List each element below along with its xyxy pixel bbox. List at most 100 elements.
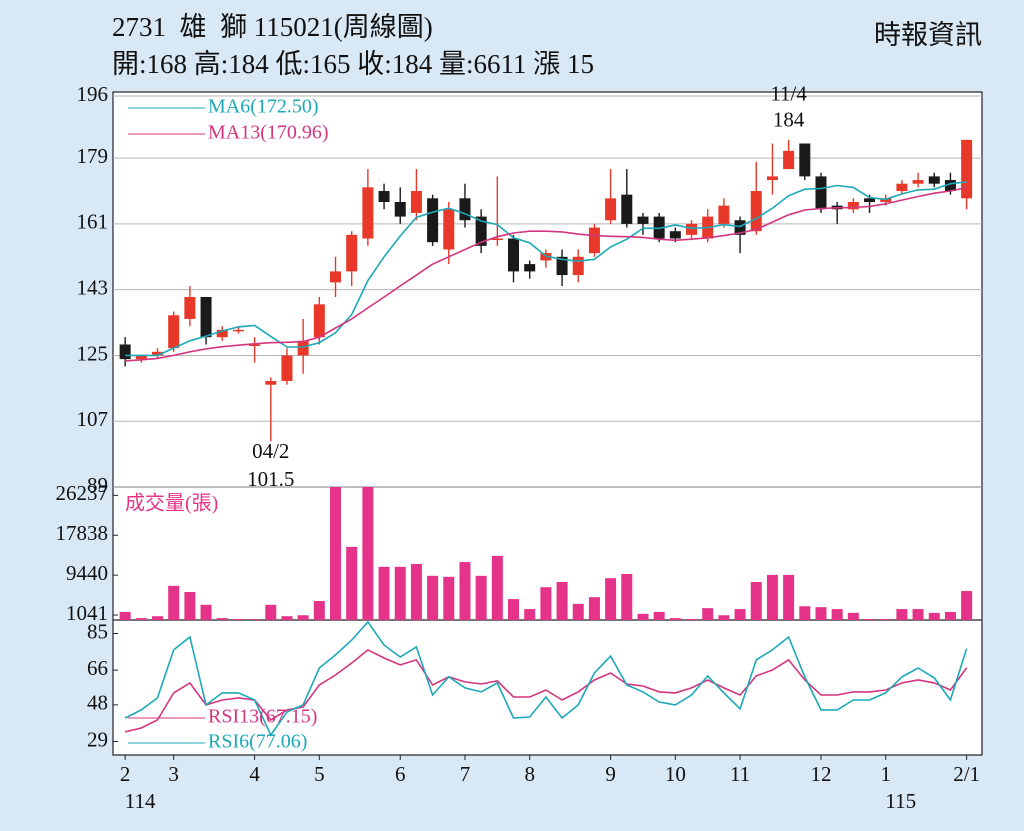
bar [216, 618, 228, 620]
y-tick-label: 143 [77, 275, 109, 299]
candle-body [508, 238, 520, 272]
bar [135, 618, 147, 620]
bar [168, 585, 180, 620]
bar [815, 607, 827, 620]
y-tick-label: 161 [77, 210, 109, 234]
x-tick-label: 11 [730, 762, 750, 786]
bar [653, 611, 665, 620]
candle-body [686, 223, 698, 235]
candle-body [410, 191, 422, 213]
y-tick-label: 107 [77, 407, 109, 431]
series-line [124, 620, 968, 737]
chart-title: 2731 雄 獅 115021(周線圖) [112, 12, 433, 42]
candle-body [249, 344, 261, 346]
y-tick-label: 9440 [66, 561, 108, 585]
candle-body [799, 143, 811, 177]
candle-body [864, 198, 876, 202]
bar [491, 555, 503, 620]
annotation-date: 04/2 [252, 439, 289, 463]
bar [184, 591, 196, 620]
x-tick-label: 6 [395, 762, 406, 786]
bar [281, 616, 293, 620]
y-tick-label: 1041 [66, 601, 108, 625]
bar [686, 619, 698, 620]
y-tick-label: 66 [87, 656, 108, 680]
volume-bars [119, 487, 973, 620]
annotation-value: 101.5 [247, 467, 294, 491]
y-tick-label: 85 [87, 619, 108, 643]
bar [734, 609, 746, 620]
year-label: 115 [885, 789, 916, 813]
x-tick-label: 8 [524, 762, 535, 786]
x-tick-label: 5 [314, 762, 325, 786]
bar [508, 599, 520, 620]
annotation-date: 11/4 [770, 82, 807, 106]
candle-body [427, 198, 439, 243]
legend-label: RSI6(77.06) [208, 731, 307, 753]
marks: 89107125143161179196MA6(172.50)MA13(170.… [56, 82, 982, 813]
bar [475, 575, 487, 620]
bar [313, 601, 325, 620]
bar [232, 619, 244, 620]
annotation-value: 184 [773, 108, 805, 132]
series-line [125, 186, 967, 362]
candle-body [184, 296, 196, 319]
candle-body [216, 329, 228, 338]
candle-body [815, 176, 827, 210]
bar [896, 609, 908, 620]
x-tick-label: 1 [880, 762, 891, 786]
bar [669, 618, 681, 620]
bar [864, 619, 876, 620]
candle-body [637, 216, 649, 224]
bar [912, 609, 924, 620]
candle-body [524, 264, 536, 272]
y-tick-label: 48 [87, 691, 108, 715]
bar [297, 615, 309, 620]
x-tick-label: 2 [120, 762, 131, 786]
candle-body [297, 340, 309, 356]
bar [847, 612, 859, 620]
candle-body [491, 238, 503, 241]
y-tick-label: 29 [87, 727, 108, 751]
bar [572, 603, 584, 620]
bar [394, 566, 406, 620]
bar [249, 619, 261, 620]
candle-body [135, 355, 147, 360]
bar [151, 616, 164, 620]
bar [524, 609, 536, 620]
bar [702, 608, 714, 620]
legend-label: MA6(172.50) [208, 96, 319, 118]
y-tick-label: 196 [77, 82, 109, 106]
bar [799, 606, 811, 620]
candle-body [961, 139, 973, 199]
source: 時報資訊 [874, 20, 982, 50]
candle-body [475, 216, 487, 246]
bar [346, 546, 358, 620]
candle-body [556, 256, 568, 276]
y-tick-label: 17838 [56, 521, 109, 545]
candle-body [151, 351, 164, 356]
x-tick-label: 4 [249, 762, 260, 786]
bar [928, 612, 940, 620]
quote-line: 開:168 高:184 低:165 收:184 量:6611 漲 15 [112, 49, 594, 79]
candle-body [168, 315, 180, 349]
bar [200, 604, 212, 620]
series-line [125, 181, 967, 357]
legend-label: MA13(170.96) [208, 122, 329, 144]
y-tick-label: 89 [87, 473, 108, 497]
candle-body [443, 209, 455, 250]
year-label: 114 [125, 789, 156, 813]
candle-body [783, 150, 795, 170]
candle-body [912, 180, 924, 184]
bar [831, 609, 843, 620]
bar [362, 487, 374, 620]
panel-label: 成交量(張) [125, 492, 218, 515]
bar [427, 575, 439, 620]
candle-body [718, 205, 730, 224]
bar [783, 574, 795, 620]
series-line [124, 648, 968, 733]
candle-body [232, 329, 244, 332]
candle-body [346, 234, 358, 272]
candle-body [281, 355, 293, 382]
